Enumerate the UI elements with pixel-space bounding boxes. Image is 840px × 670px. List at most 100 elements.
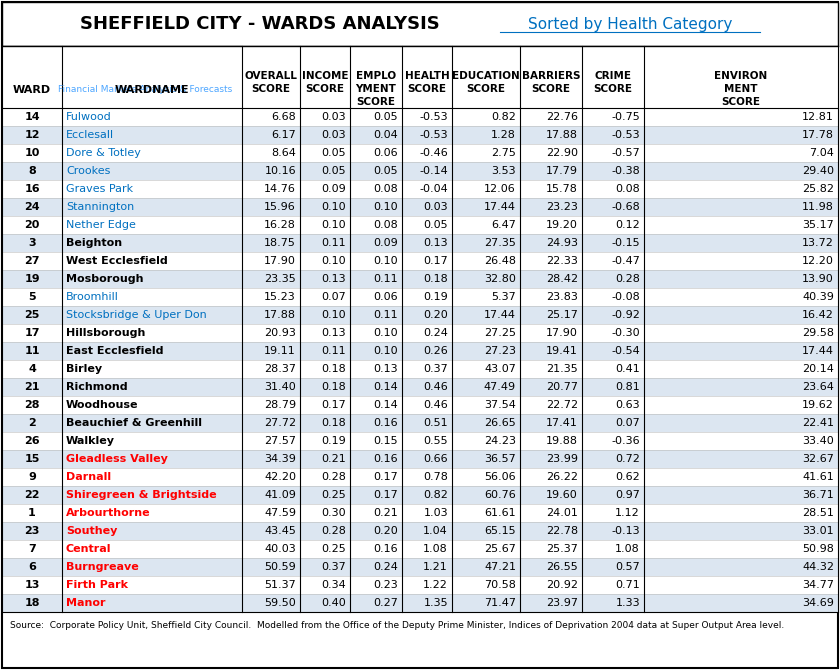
Text: 29.58: 29.58 (802, 328, 834, 338)
Text: 20.92: 20.92 (546, 580, 578, 590)
Text: 0.28: 0.28 (321, 526, 346, 536)
Text: SCORE: SCORE (251, 84, 291, 94)
Text: 0.05: 0.05 (322, 166, 346, 176)
Text: 1.12: 1.12 (615, 508, 640, 518)
Text: 65.15: 65.15 (485, 526, 516, 536)
Text: 22.78: 22.78 (546, 526, 578, 536)
Text: 0.09: 0.09 (373, 238, 398, 248)
Text: 32.67: 32.67 (802, 454, 834, 464)
Text: Dore & Totley: Dore & Totley (66, 148, 141, 158)
Text: 17.90: 17.90 (546, 328, 578, 338)
Text: 0.20: 0.20 (373, 526, 398, 536)
Bar (2, 144, 838, 162)
Text: 25.17: 25.17 (546, 310, 578, 320)
Text: -0.36: -0.36 (612, 436, 640, 446)
Text: 0.72: 0.72 (615, 454, 640, 464)
Text: 0.24: 0.24 (423, 328, 448, 338)
Text: 0.19: 0.19 (423, 292, 448, 302)
Text: 28.37: 28.37 (264, 364, 296, 374)
Text: 26: 26 (24, 436, 39, 446)
Text: 16.28: 16.28 (264, 220, 296, 230)
Bar (2, 396, 838, 414)
Text: 19.60: 19.60 (546, 490, 578, 500)
Text: 0.82: 0.82 (491, 112, 516, 122)
Text: -0.14: -0.14 (419, 166, 448, 176)
Text: 0.34: 0.34 (321, 580, 346, 590)
Text: 51.37: 51.37 (265, 580, 296, 590)
Text: 23.99: 23.99 (546, 454, 578, 464)
Text: 0.71: 0.71 (615, 580, 640, 590)
Text: East Ecclesfield: East Ecclesfield (66, 346, 164, 356)
Text: Beauchief & Greenhill: Beauchief & Greenhill (66, 418, 202, 428)
Text: 0.21: 0.21 (321, 454, 346, 464)
Text: 11: 11 (24, 346, 39, 356)
Text: 19.88: 19.88 (546, 436, 578, 446)
Text: EMPLO: EMPLO (356, 71, 396, 81)
Text: -0.30: -0.30 (612, 328, 640, 338)
Text: 0.97: 0.97 (615, 490, 640, 500)
Text: 0.55: 0.55 (423, 436, 448, 446)
Text: Source:  Corporate Policy Unit, Sheffield City Council.  Modelled from the Offic: Source: Corporate Policy Unit, Sheffield… (10, 622, 785, 630)
Text: YMENT: YMENT (355, 84, 396, 94)
Text: 24: 24 (24, 202, 39, 212)
Text: 6.17: 6.17 (271, 130, 296, 140)
Bar (2, 180, 838, 198)
Text: Arbourthorne: Arbourthorne (66, 508, 150, 518)
Text: 0.06: 0.06 (373, 148, 398, 158)
Text: SCORE: SCORE (722, 97, 760, 107)
Text: 15: 15 (24, 454, 39, 464)
Text: 27.25: 27.25 (484, 328, 516, 338)
Text: 0.25: 0.25 (321, 544, 346, 554)
Text: SCORE: SCORE (466, 84, 506, 94)
Bar (2, 558, 838, 576)
Text: -0.13: -0.13 (612, 526, 640, 536)
Bar (2, 46, 62, 108)
Text: Walkley: Walkley (66, 436, 115, 446)
Text: 0.66: 0.66 (423, 454, 448, 464)
Text: 35.17: 35.17 (802, 220, 834, 230)
Text: 17.44: 17.44 (484, 310, 516, 320)
Text: -0.53: -0.53 (612, 130, 640, 140)
Text: 71.47: 71.47 (484, 598, 516, 608)
Text: 0.14: 0.14 (373, 382, 398, 392)
Text: 17.41: 17.41 (546, 418, 578, 428)
Text: Richmond: Richmond (66, 382, 128, 392)
Text: ENVIRON: ENVIRON (714, 71, 768, 81)
Text: 18.75: 18.75 (264, 238, 296, 248)
Text: 12.06: 12.06 (484, 184, 516, 194)
Text: 1.08: 1.08 (615, 544, 640, 554)
Text: Sorted by Health Category: Sorted by Health Category (528, 17, 732, 31)
Text: 0.19: 0.19 (321, 436, 346, 446)
Text: Central: Central (66, 544, 112, 554)
Text: 36.71: 36.71 (802, 490, 834, 500)
Text: 20.14: 20.14 (802, 364, 834, 374)
Text: SCORE: SCORE (532, 84, 570, 94)
Text: 0.07: 0.07 (321, 292, 346, 302)
Text: 27: 27 (24, 256, 39, 266)
Text: 20: 20 (24, 220, 39, 230)
Bar (2, 522, 838, 540)
Text: 22: 22 (24, 490, 39, 500)
Bar (2, 216, 838, 234)
Text: 14: 14 (24, 112, 39, 122)
Text: 41.61: 41.61 (802, 472, 834, 482)
Text: 50.98: 50.98 (802, 544, 834, 554)
Text: 21.35: 21.35 (546, 364, 578, 374)
Bar (2, 234, 838, 252)
Bar (2, 288, 838, 306)
Text: 15.96: 15.96 (265, 202, 296, 212)
Text: Burngreave: Burngreave (66, 562, 139, 572)
Text: 61.61: 61.61 (485, 508, 516, 518)
Text: 0.78: 0.78 (423, 472, 448, 482)
Bar (2, 252, 838, 270)
Text: 0.46: 0.46 (423, 400, 448, 410)
Bar (2, 162, 838, 180)
Bar (2, 468, 838, 486)
Text: 7.04: 7.04 (809, 148, 834, 158)
Text: 0.17: 0.17 (373, 472, 398, 482)
Text: 0.03: 0.03 (423, 202, 448, 212)
Bar (644, 46, 838, 108)
Text: 56.06: 56.06 (485, 472, 516, 482)
Text: 0.10: 0.10 (373, 202, 398, 212)
Text: 0.10: 0.10 (322, 256, 346, 266)
